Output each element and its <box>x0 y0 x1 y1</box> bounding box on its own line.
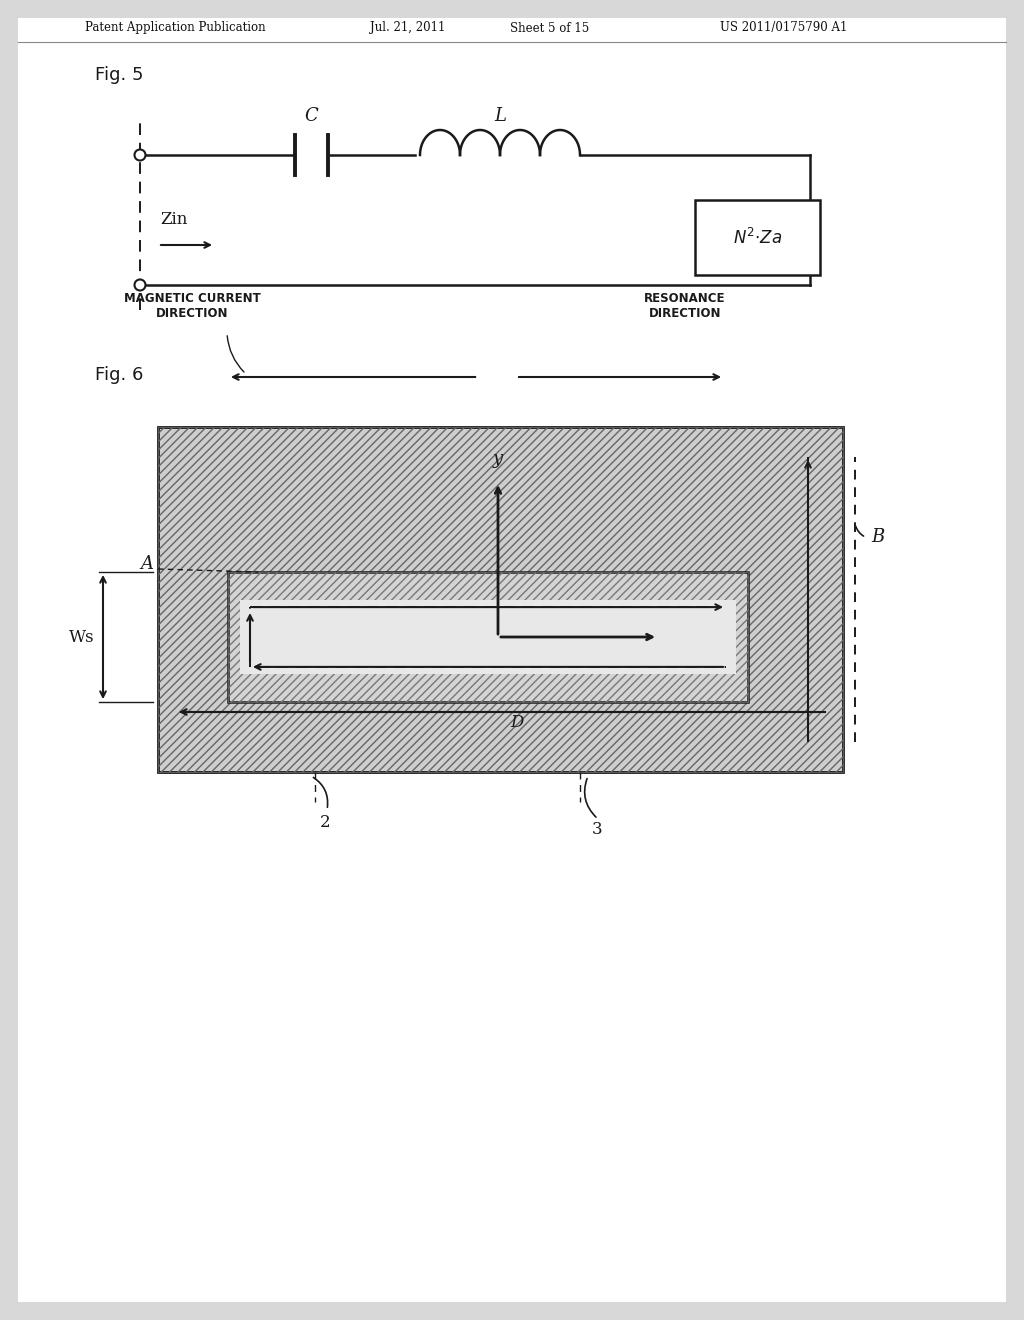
Text: $N^2{\cdot}Za$: $N^2{\cdot}Za$ <box>733 227 782 248</box>
Text: C: C <box>304 107 318 125</box>
Circle shape <box>134 280 145 290</box>
Bar <box>228 572 748 702</box>
Bar <box>228 572 748 702</box>
Text: DIRECTION: DIRECTION <box>649 308 721 319</box>
Text: 3: 3 <box>592 821 603 838</box>
Text: RESONANCE: RESONANCE <box>644 292 726 305</box>
Bar <box>158 426 843 772</box>
Text: Sheet 5 of 15: Sheet 5 of 15 <box>510 21 589 34</box>
Text: x: x <box>670 628 680 645</box>
Text: US 2011/0175790 A1: US 2011/0175790 A1 <box>720 21 848 34</box>
Bar <box>695 201 820 275</box>
Text: Jul. 21, 2011: Jul. 21, 2011 <box>370 21 445 34</box>
Text: Zin: Zin <box>160 211 187 228</box>
Text: A: A <box>140 554 153 573</box>
Text: Ws: Ws <box>70 628 95 645</box>
Text: MAGNETIC CURRENT: MAGNETIC CURRENT <box>124 292 260 305</box>
Bar <box>158 426 843 772</box>
Text: B: B <box>871 528 885 546</box>
Text: y: y <box>493 450 503 469</box>
Text: Patent Application Publication: Patent Application Publication <box>85 21 265 34</box>
Text: Fig. 5: Fig. 5 <box>95 66 143 84</box>
Text: L: L <box>494 107 506 125</box>
Circle shape <box>134 149 145 161</box>
Bar <box>240 601 736 675</box>
Text: D: D <box>511 714 524 731</box>
Text: DIRECTION: DIRECTION <box>156 308 228 319</box>
Text: 2: 2 <box>319 814 331 832</box>
Text: Fig. 6: Fig. 6 <box>95 366 143 384</box>
Text: O: O <box>506 651 518 665</box>
